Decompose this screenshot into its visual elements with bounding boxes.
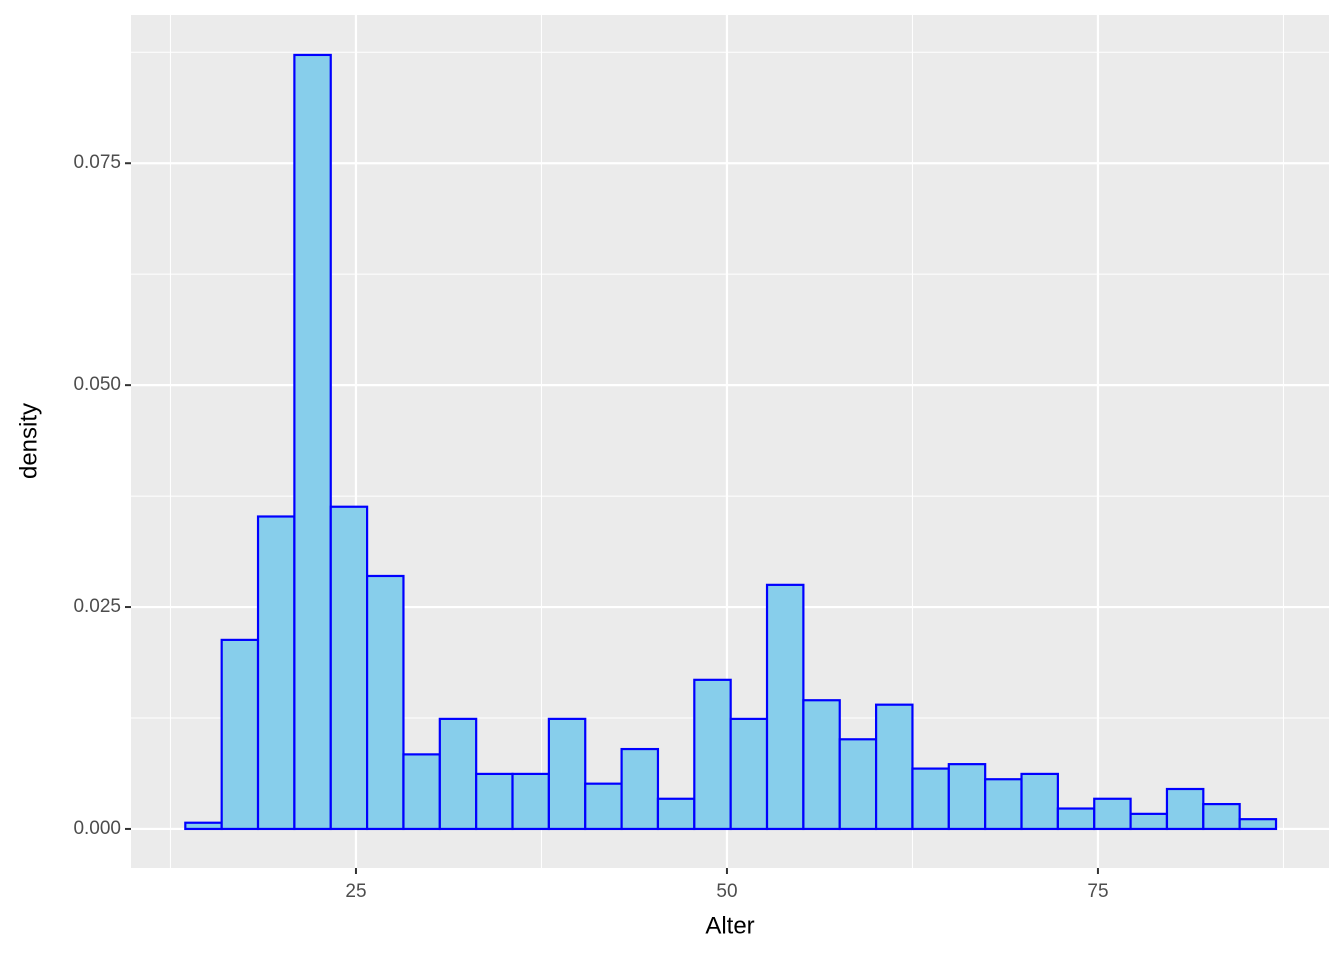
bar — [984, 778, 1023, 831]
bar — [1129, 812, 1169, 831]
bar — [765, 583, 805, 831]
bar — [1020, 772, 1059, 831]
bar — [365, 574, 405, 831]
bar — [729, 717, 769, 831]
bar — [1165, 787, 1205, 831]
bar — [438, 717, 478, 831]
y-tick-label: 0.000 — [73, 818, 121, 839]
bar — [693, 678, 732, 831]
bar — [1202, 802, 1241, 831]
bar — [911, 767, 950, 831]
bar — [620, 747, 660, 831]
x-tick-label: 75 — [1087, 881, 1108, 902]
bar — [256, 515, 296, 831]
bar — [584, 782, 623, 831]
bar — [184, 821, 223, 831]
y-tick-label: 0.075 — [73, 152, 121, 173]
axes: 25 50 75 0.000 0.025 0.050 0.075 — [73, 152, 1108, 902]
bar — [874, 703, 914, 831]
bar — [1056, 807, 1096, 831]
bar — [1093, 797, 1132, 831]
bar — [656, 797, 696, 831]
bar — [802, 699, 841, 831]
bar — [947, 763, 987, 831]
y-tick-label: 0.025 — [73, 596, 121, 617]
y-tick-label: 0.050 — [73, 374, 121, 395]
bar — [475, 772, 514, 831]
bar — [1238, 818, 1278, 831]
bars — [184, 53, 1278, 831]
bar — [511, 772, 550, 831]
x-tick-label: 50 — [716, 881, 737, 902]
x-tick-label: 25 — [345, 881, 366, 902]
bar — [402, 753, 441, 831]
bar — [838, 738, 878, 831]
x-axis-title: Alter — [705, 912, 754, 939]
bar — [220, 638, 260, 831]
y-axis-title: density — [15, 403, 42, 479]
bar — [547, 717, 587, 831]
bar — [293, 53, 332, 831]
bar — [329, 505, 369, 831]
